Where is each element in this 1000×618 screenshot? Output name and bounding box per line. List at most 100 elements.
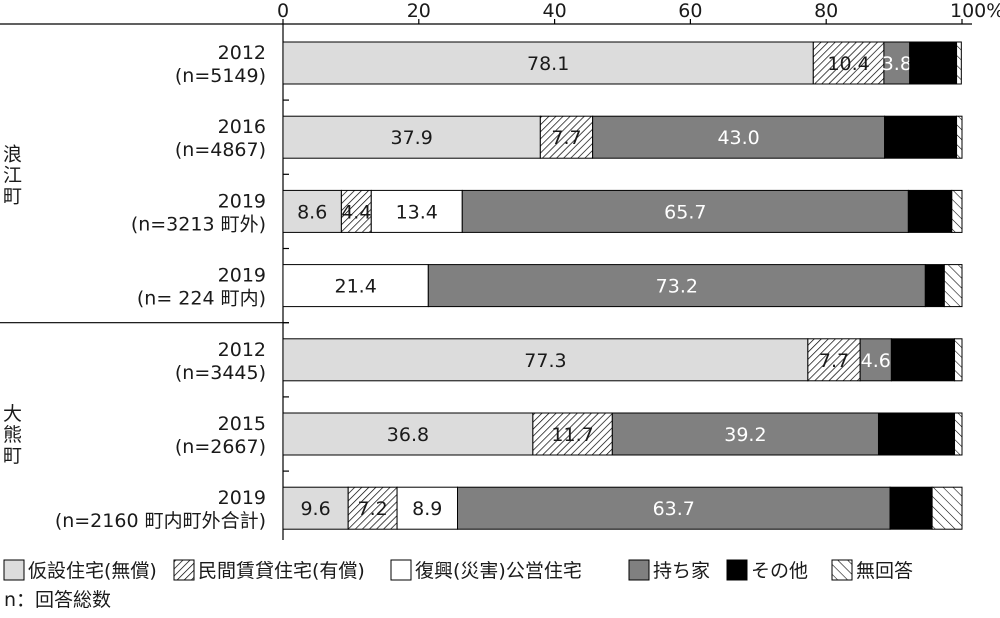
x-tick-label: 60 — [678, 0, 702, 22]
legend-item: 持ち家 — [628, 559, 710, 582]
legend-swatch — [726, 559, 748, 581]
bar-layer: 78.1 10.4 3.8 37.9 7.7 43.0 8.6 4.4 13.4 65.7 21.4… — [282, 41, 963, 530]
data-label: 11.7 — [551, 424, 593, 446]
row-n-label: (n=2667) — [175, 436, 266, 458]
bar-segment — [807, 338, 861, 382]
bar-segment — [282, 264, 429, 308]
group-label: 大熊町 — [3, 403, 22, 467]
row-year-label: 2012 — [218, 339, 266, 361]
bar-segment — [909, 41, 958, 85]
data-label: 13.4 — [396, 201, 438, 223]
bar-segment — [461, 189, 909, 233]
x-tick-label: 80 — [814, 0, 838, 22]
legend-label: 無回答 — [856, 560, 913, 582]
legend-swatch — [390, 559, 412, 581]
data-label: 9.6 — [300, 498, 330, 520]
data-label: 21.4 — [334, 276, 376, 298]
row-label-layer: 浪江町大熊町2012(n=5149)2016(n=4867)2019(n=321… — [3, 42, 266, 532]
bar-segment — [924, 264, 945, 308]
row-n-label: (n=2160 町内町外合計) — [55, 510, 266, 532]
data-label: 63.7 — [653, 498, 695, 520]
data-label: 65.7 — [664, 201, 706, 223]
x-tick-label: 0 — [277, 0, 289, 22]
bar-segment — [282, 189, 342, 233]
data-label: 7.7 — [551, 127, 581, 149]
legend-label: 民間賃貸住宅(有償) — [198, 560, 365, 582]
row-year-label: 2019 — [218, 190, 266, 212]
group-label-char: 大 — [3, 403, 22, 425]
row-n-label: (n=5149) — [175, 65, 266, 87]
row-year-label: 2019 — [218, 487, 266, 509]
footnote: n：回答総数 — [4, 589, 111, 611]
row-year-label: 2016 — [218, 116, 266, 138]
row-n-label: (n= 224 町内) — [137, 288, 266, 310]
bar-segment — [943, 264, 963, 308]
data-label: 4.6 — [861, 350, 891, 372]
bar-segment — [956, 115, 963, 159]
bar-segment — [954, 338, 963, 382]
data-label: 7.2 — [358, 498, 388, 520]
bar-segment — [907, 189, 953, 233]
bar-segment — [370, 189, 463, 233]
bar-segment — [282, 486, 349, 530]
group-label-char: 町 — [3, 185, 22, 207]
legend-item: その他 — [726, 559, 808, 582]
legend-label: その他 — [751, 560, 808, 582]
bar-segment — [954, 412, 963, 456]
legend: 仮設住宅(無償) 民間賃貸住宅(有償) 復興(災害)公営住宅 持ち家 その他 無回答 — [3, 559, 913, 582]
row-n-label: (n=4867) — [175, 139, 266, 161]
legend-swatch — [628, 559, 650, 581]
data-label: 78.1 — [527, 53, 569, 75]
legend-item: 仮設住宅(無償) — [3, 559, 157, 582]
legend-swatch — [3, 559, 25, 581]
bar-segment — [611, 412, 879, 456]
bar-segment — [532, 412, 613, 456]
bar-segment — [951, 189, 963, 233]
row-n-label: (n=3213 町外) — [131, 213, 266, 235]
legend-label: 仮設住宅(無償) — [28, 560, 157, 582]
bar-segment — [889, 486, 933, 530]
group-label-char: 浪 — [3, 143, 22, 165]
legend-item: 無回答 — [831, 559, 913, 582]
bar-segment — [282, 41, 814, 85]
bar-segment — [859, 338, 892, 382]
row-year-label: 2012 — [218, 42, 266, 64]
data-label: 10.4 — [827, 53, 869, 75]
data-label: 39.2 — [724, 424, 766, 446]
data-label: 37.9 — [391, 127, 433, 149]
bar-segment — [282, 115, 541, 159]
x-tick-label: 20 — [407, 0, 431, 22]
x-tick-label: 100% — [950, 0, 1000, 22]
data-label: 73.2 — [656, 276, 698, 298]
data-label: 8.6 — [297, 201, 327, 223]
legend-label: 持ち家 — [653, 560, 710, 582]
row-year-label: 2019 — [218, 265, 266, 287]
group-label-char: 江 — [3, 164, 22, 186]
bar-segment — [931, 486, 963, 530]
bar-segment — [890, 338, 956, 382]
data-label: 77.3 — [524, 350, 566, 372]
legend-item: 民間賃貸住宅(有償) — [173, 559, 365, 582]
x-tick-label: 40 — [543, 0, 567, 22]
bar-segment — [592, 115, 886, 159]
data-label: 7.7 — [819, 350, 849, 372]
group-label: 浪江町 — [3, 143, 22, 207]
group-label-char: 町 — [3, 445, 22, 467]
group-label-char: 熊 — [3, 424, 22, 446]
legend-label: 復興(災害)公営住宅 — [415, 560, 582, 582]
bar-segment — [884, 115, 958, 159]
bar-segment — [340, 189, 372, 233]
row-n-label: (n=3445) — [175, 362, 266, 384]
bar-segment — [877, 412, 956, 456]
legend-swatch — [173, 559, 195, 581]
row-year-label: 2015 — [218, 413, 266, 435]
bar-segment — [883, 41, 911, 85]
bar-segment — [282, 338, 809, 382]
bar-segment — [812, 41, 885, 85]
legend-item: 復興(災害)公営住宅 — [390, 559, 582, 582]
data-label: 8.9 — [412, 498, 442, 520]
data-label: 36.8 — [387, 424, 429, 446]
data-label: 43.0 — [717, 127, 759, 149]
data-label: 3.8 — [882, 53, 912, 75]
